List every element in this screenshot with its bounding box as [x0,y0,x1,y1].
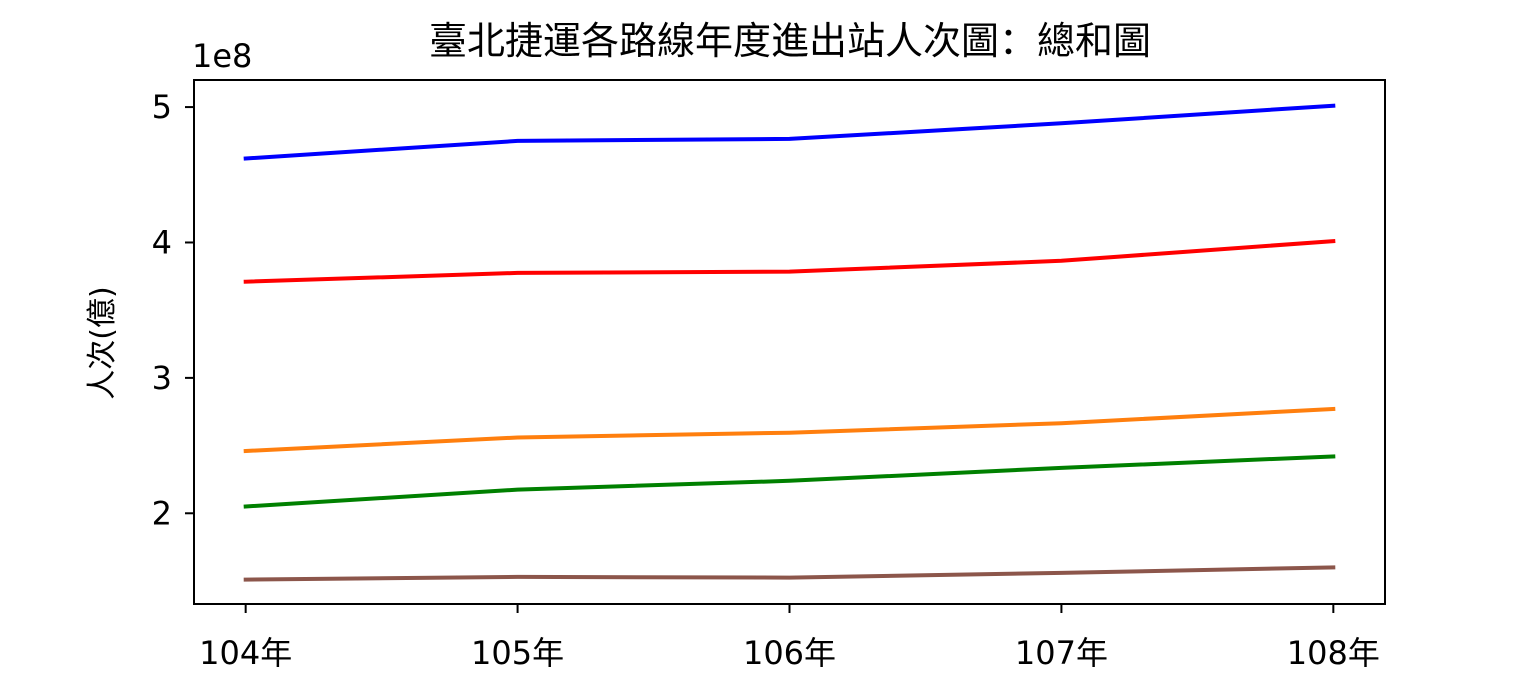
plot-lines [243,103,1336,582]
series-line-4 [243,454,1336,509]
series-line-2 [243,238,1336,284]
x-tick-label: 106年 [743,634,836,672]
y-axis-ticks: 2 3 4 5 [152,88,194,532]
x-tick-label: 104年 [199,634,292,672]
y-tick-label: 4 [152,223,172,261]
x-tick-label: 108年 [1287,634,1380,672]
chart-title: 臺北捷運各路線年度進出站人次圖：總和圖 [429,19,1151,63]
series-line-3 [243,406,1336,454]
y-tick-label: 3 [152,359,172,397]
series-line-5 [243,565,1336,582]
y-axis-label: 人次(億) [85,286,120,399]
series-line-1 [243,103,1336,161]
x-tick-label: 105年 [471,634,564,672]
y-axis-offset-label: 1e8 [192,37,252,75]
plot-area-frame [193,79,1386,605]
y-tick-label: 2 [152,494,172,532]
x-tick-label: 107年 [1015,634,1108,672]
y-tick-label: 5 [152,88,172,126]
x-axis-ticks: 104年 105年 106年 107年 108年 [199,604,1380,672]
